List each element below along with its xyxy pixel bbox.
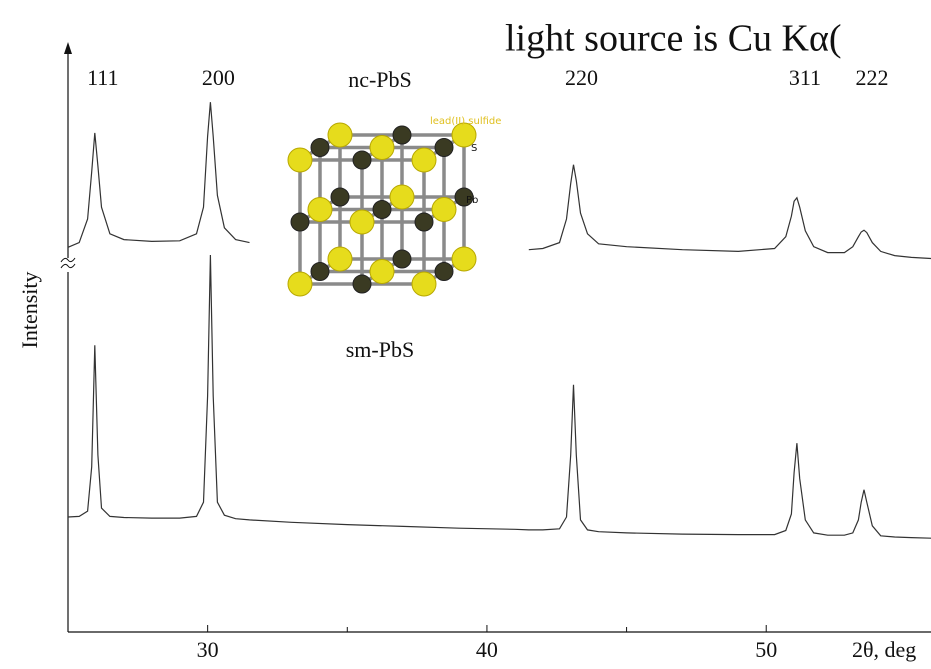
peak-label: 111 [87,65,118,90]
s-atom [451,246,477,272]
pb-atom [310,138,330,157]
s-atom [389,184,415,210]
peak-label: 220 [565,65,598,90]
s-atom [287,147,313,173]
x-axis-label: 2θ, deg [852,637,916,662]
x-tick-label: 40 [476,637,498,662]
s-atom [327,122,353,148]
crystal-structure [287,122,477,297]
xrd-trace [67,254,931,539]
x-tick-label: 50 [755,637,777,662]
pb-atom [454,187,474,207]
pb-atom [414,212,434,232]
s-atom [287,271,313,297]
pb-atom [434,138,454,157]
pb-atom [352,150,372,170]
s-atom [369,259,395,284]
pb-atom [392,249,412,269]
s-atom [349,209,375,235]
s-atom [411,147,437,173]
peak-label: 200 [202,65,235,90]
peak-label: 222 [855,65,888,90]
s-atom [431,197,457,222]
peak-label: 311 [789,65,821,90]
chart-title: light source is Cu Kα( [505,18,842,60]
series-label: sm-PbS [346,337,414,362]
pb-atom [392,125,412,145]
s-atom [369,135,395,160]
crystal-inset: lead(II) sulfide S Pb [287,116,501,297]
inset-title: lead(II) sulfide [430,116,501,127]
series-label: nc-PbS [348,67,412,92]
axis-arrow [64,42,72,54]
pb-atom [434,262,454,281]
pb-atom [310,262,330,281]
pb-atom [290,212,310,232]
inset-label: Pb [466,195,478,206]
axis-break [60,257,76,269]
x-tick-label: 30 [197,637,219,662]
s-atom [411,271,437,297]
xrd-trace [67,102,931,260]
pb-atom [352,274,372,294]
pb-atom [372,200,392,219]
y-axis-label: Intensity [17,272,42,349]
pb-atom [330,187,350,207]
inset-label: S [471,143,477,154]
s-atom [307,197,333,222]
s-atom [327,246,353,272]
s-atom [451,122,477,148]
